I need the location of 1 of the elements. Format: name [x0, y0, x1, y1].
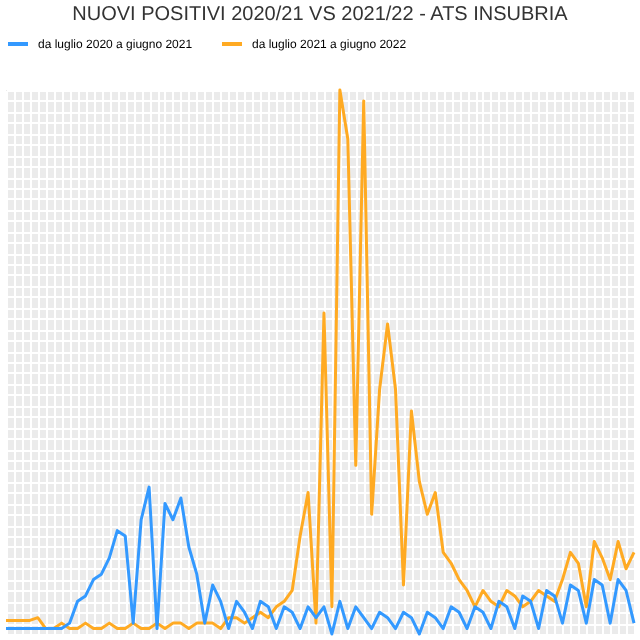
chart-title: NUOVI POSITIVI 2020/21 VS 2021/22 - ATS INSUBRIA	[72, 4, 569, 26]
